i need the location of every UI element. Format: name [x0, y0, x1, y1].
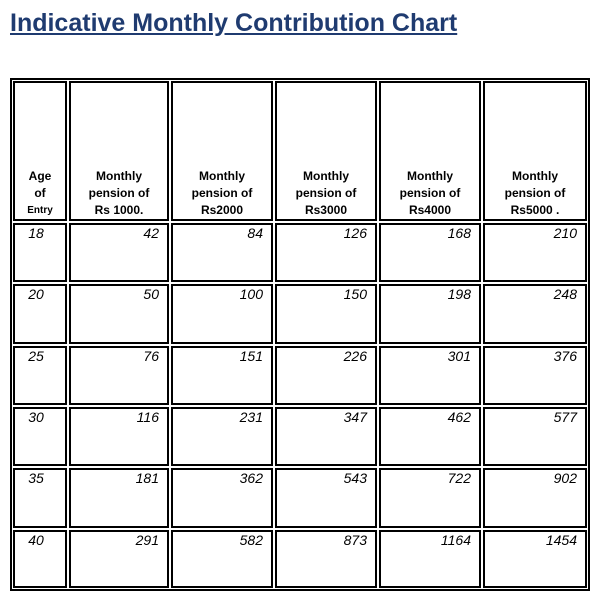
header-line: of	[34, 186, 46, 200]
header-line: pension of	[295, 186, 357, 200]
header-cell: Monthly pension of Rs4000	[379, 81, 481, 221]
data-cell: 873	[275, 530, 377, 588]
data-cell: 577	[483, 407, 587, 466]
data-cell: 362	[171, 468, 273, 528]
title: Indicative Monthly Contribution Chart	[10, 9, 458, 37]
data-cell: 151	[171, 346, 273, 405]
data-cell: 582	[171, 530, 273, 588]
data-cell: 100	[171, 284, 273, 344]
header-cell: Age of Entry	[13, 81, 67, 221]
data-cell: 25	[13, 346, 67, 405]
header-line: Monthly	[199, 169, 245, 183]
header-line: pension of	[88, 186, 150, 200]
data-cell: 116	[69, 407, 169, 466]
data-cell: 40	[13, 530, 67, 588]
header-line: Monthly	[512, 169, 558, 183]
data-cell: 30	[13, 407, 67, 466]
data-cell: 84	[171, 223, 273, 282]
data-cell: 210	[483, 223, 587, 282]
data-cell: 76	[69, 346, 169, 405]
header-cell: Monthly pension of Rs5000 .	[483, 81, 587, 221]
data-cell: 226	[275, 346, 377, 405]
data-cell: 543	[275, 468, 377, 528]
header-cell: Monthly pension of Rs3000	[275, 81, 377, 221]
header-line: Rs3000	[304, 203, 348, 217]
data-cell: 291	[69, 530, 169, 588]
data-cell: 20	[13, 284, 67, 344]
data-cell: 150	[275, 284, 377, 344]
data-cell: 376	[483, 346, 587, 405]
data-cell: 462	[379, 407, 481, 466]
table	[10, 78, 590, 591]
data-cell: 18	[13, 223, 67, 282]
data-cell: 42	[69, 223, 169, 282]
data-cell: 181	[69, 468, 169, 528]
data-cell: 1164	[379, 530, 481, 588]
header-line: pension of	[191, 186, 253, 200]
header-line: Age	[28, 169, 52, 183]
data-cell: 168	[379, 223, 481, 282]
data-cell: 50	[69, 284, 169, 344]
data-cell: 126	[275, 223, 377, 282]
header-line: Monthly	[303, 169, 349, 183]
data-cell: 347	[275, 407, 377, 466]
header-line: Monthly	[96, 169, 142, 183]
header-line: Entry	[27, 205, 53, 216]
data-cell: 1454	[483, 530, 587, 588]
data-cell: 198	[379, 284, 481, 344]
data-cell: 248	[483, 284, 587, 344]
header-line: pension of	[504, 186, 566, 200]
data-cell: 35	[13, 468, 67, 528]
data-cell: 722	[379, 468, 481, 528]
header-line: Rs2000	[200, 203, 244, 217]
data-cell: 231	[171, 407, 273, 466]
header-line: pension of	[399, 186, 461, 200]
header-line: Monthly	[407, 169, 453, 183]
data-cell: 902	[483, 468, 587, 528]
header-line: Rs5000 .	[510, 203, 560, 217]
header-cell: Monthly pension of Rs 1000.	[69, 81, 169, 221]
header-line: Rs 1000.	[94, 203, 144, 217]
header-line: Rs4000	[408, 203, 452, 217]
data-cell: 301	[379, 346, 481, 405]
header-cell: Monthly pension of Rs2000	[171, 81, 273, 221]
